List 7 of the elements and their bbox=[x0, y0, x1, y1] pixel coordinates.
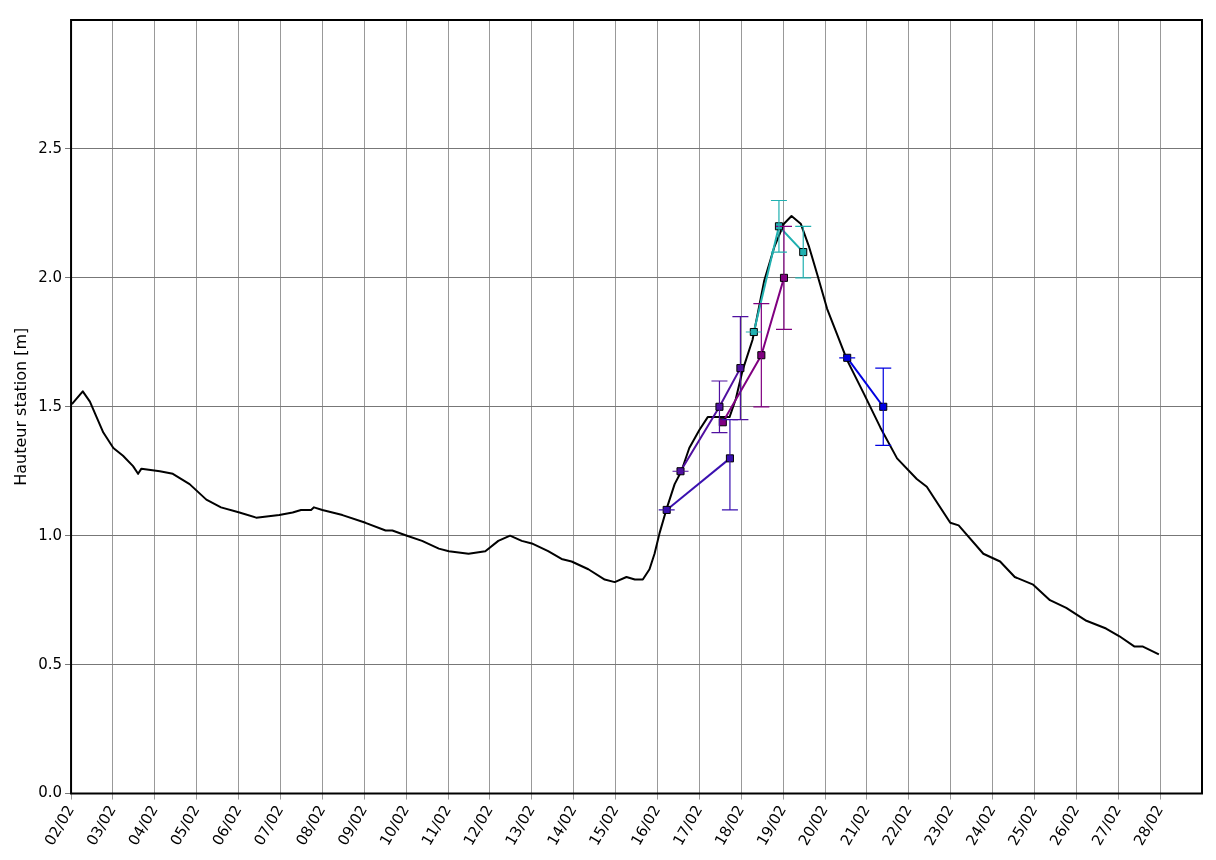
y-tick-label: 1.5 bbox=[38, 396, 63, 415]
y-tick-label: 0.5 bbox=[38, 654, 63, 673]
y-axis-title: Hauteur station [m] bbox=[10, 327, 30, 486]
y-tick-label: 2.0 bbox=[38, 267, 63, 286]
y-tick-label: 0.0 bbox=[38, 783, 63, 802]
y-tick-label: 1.0 bbox=[38, 525, 63, 544]
y-tick-label: 2.5 bbox=[38, 138, 63, 157]
